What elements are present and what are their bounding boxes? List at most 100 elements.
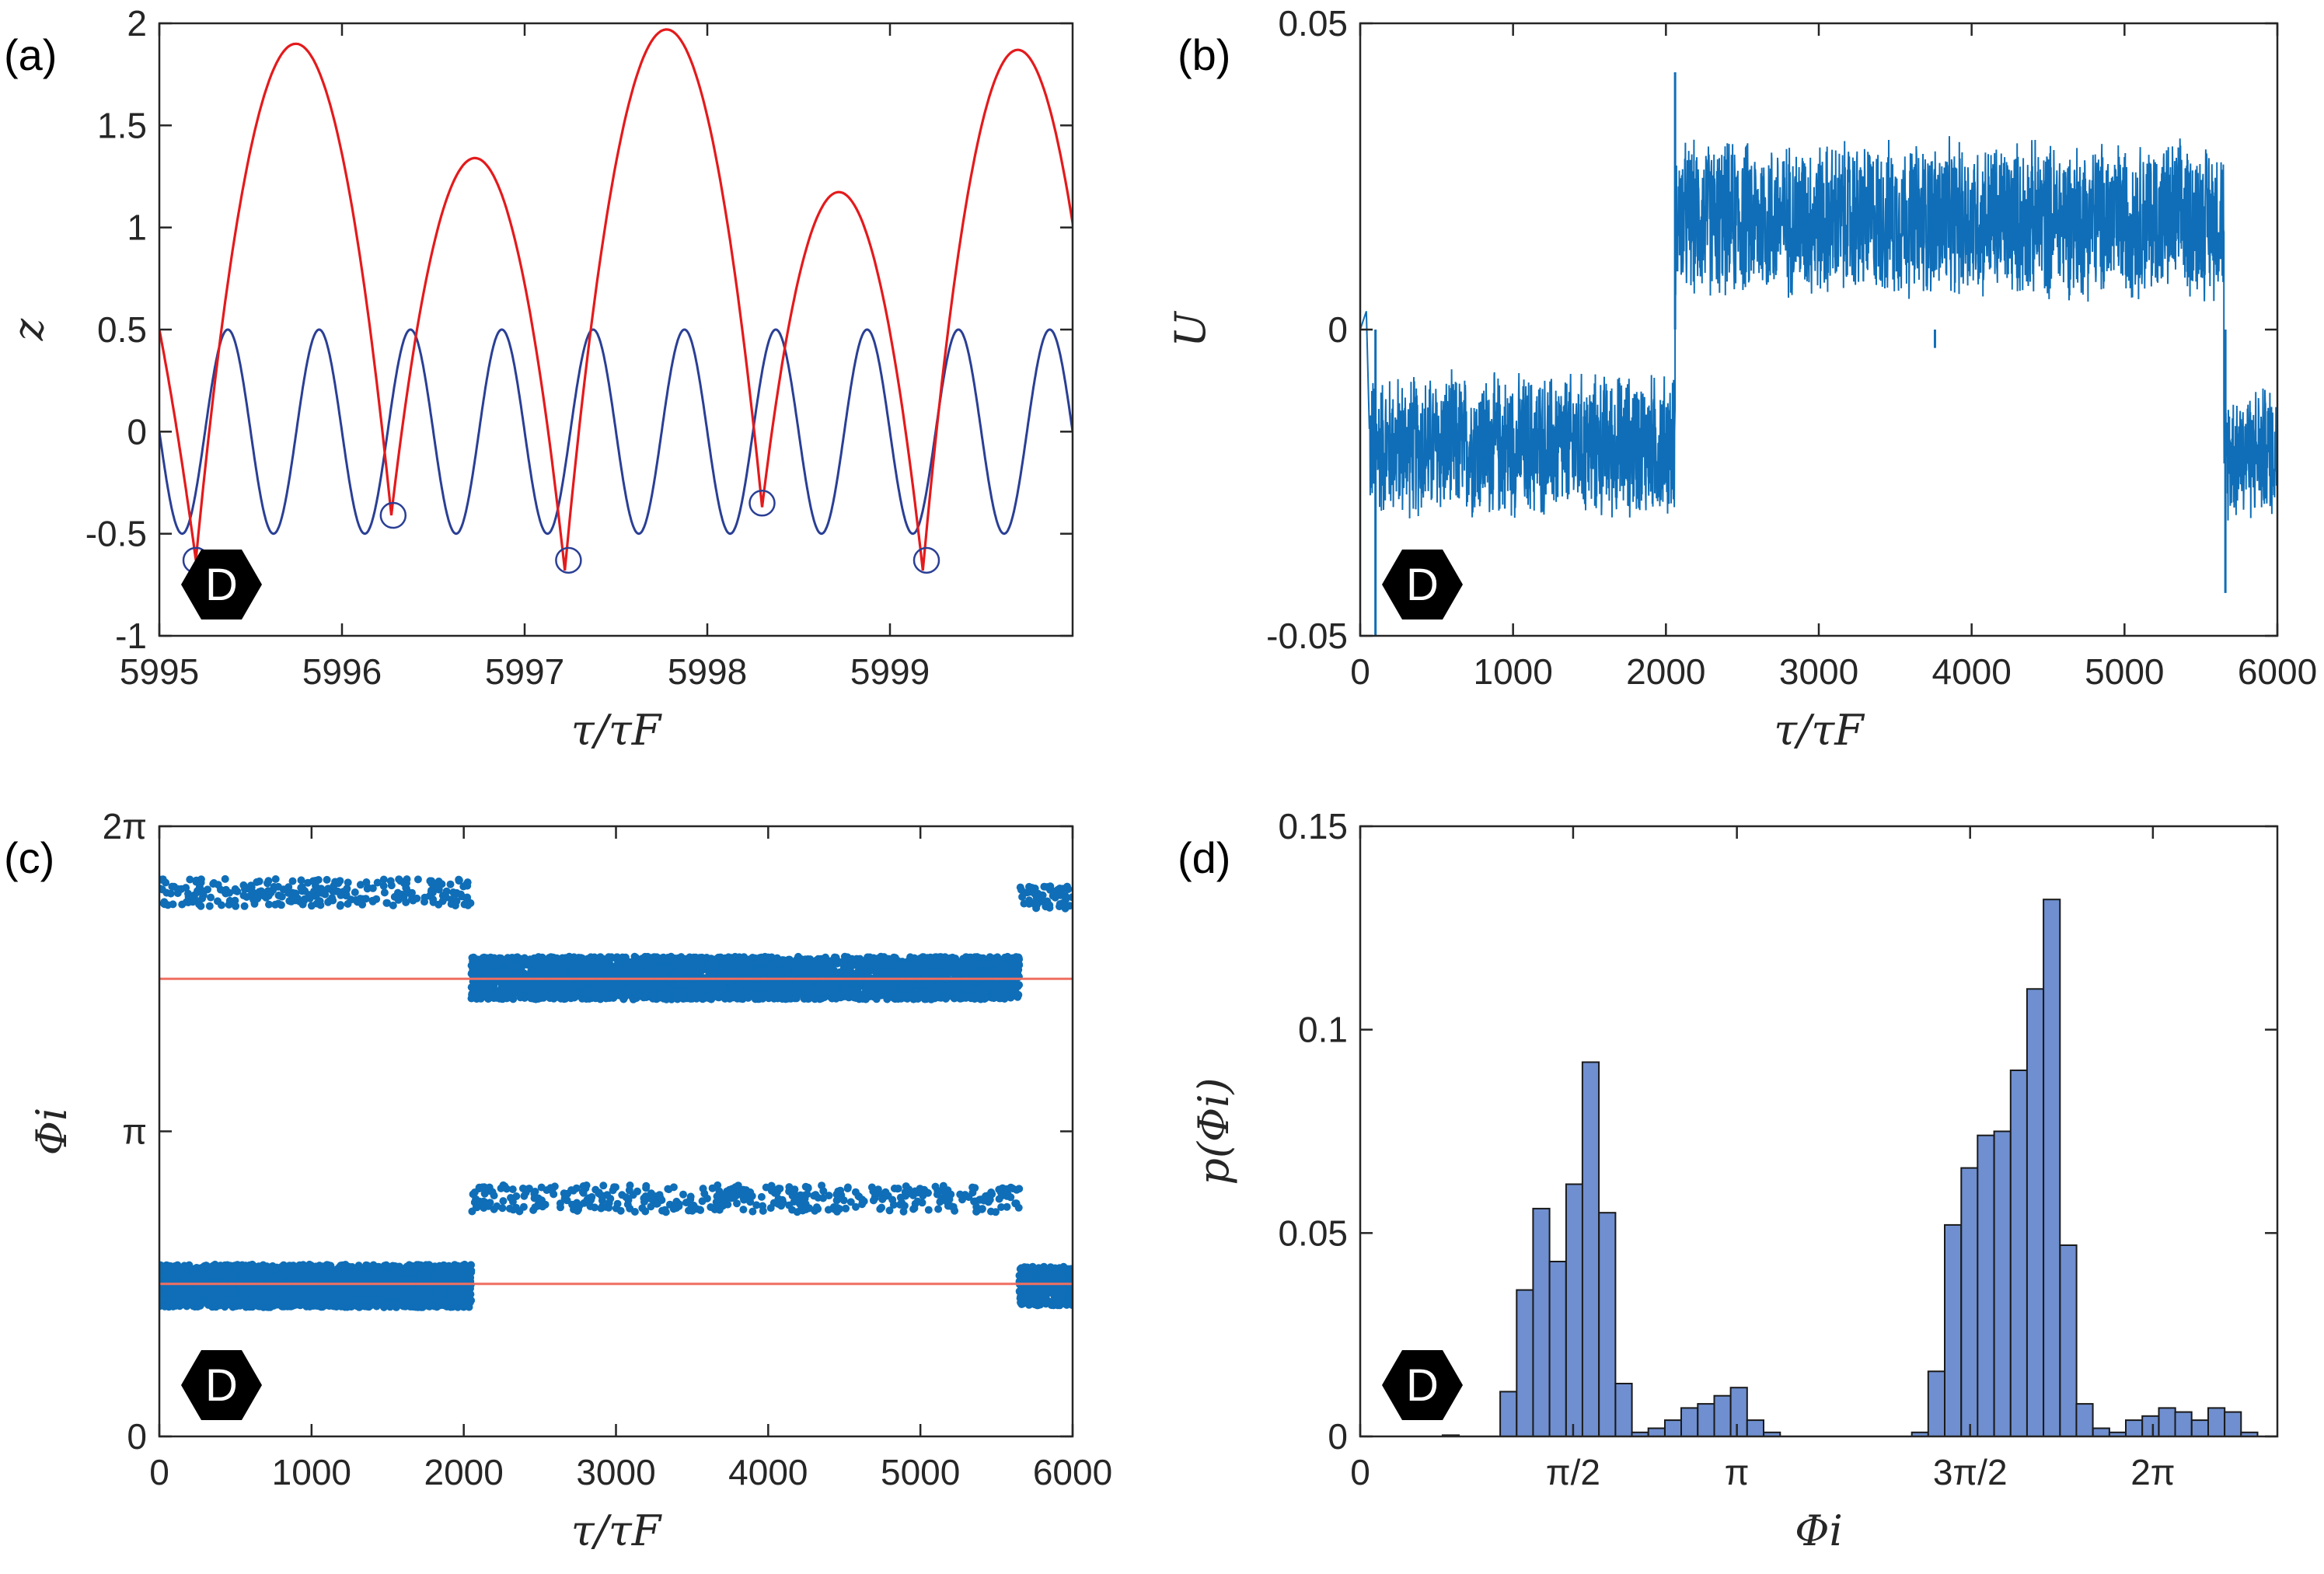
phase-point: [343, 1297, 351, 1305]
phase-point: [413, 894, 421, 902]
badge-label: D: [1406, 560, 1439, 610]
phase-point: [222, 1267, 230, 1276]
phase-point: [265, 1286, 273, 1295]
phase-point: [239, 1275, 248, 1283]
phase-point: [186, 875, 194, 884]
phase-point: [323, 1261, 331, 1269]
phase-point: [305, 894, 314, 902]
phase-point: [376, 1267, 385, 1276]
phase-point: [247, 1283, 256, 1292]
phase-point: [416, 1297, 424, 1305]
phase-point: [221, 874, 229, 883]
phase-point: [327, 1301, 336, 1310]
y-tick-label: 0.05: [1278, 3, 1348, 44]
plot-area: [159, 28, 1073, 574]
phase-points: [159, 874, 1073, 1311]
phase-point: [386, 877, 395, 885]
phase-point: [355, 1262, 364, 1271]
phase-point: [335, 1291, 344, 1300]
phase-point: [461, 1289, 469, 1297]
phase-point: [455, 1269, 463, 1277]
bath-series-line: [159, 328, 1073, 536]
phase-point: [379, 875, 388, 884]
phase-point: [427, 1298, 435, 1307]
phase-point: [391, 1294, 400, 1303]
phase-point: [420, 1263, 429, 1272]
badge: D: [1382, 550, 1463, 619]
phase-point: [215, 1271, 224, 1279]
phase-point: [373, 878, 382, 887]
phase-point: [172, 1287, 180, 1295]
phase-point: [236, 1300, 243, 1308]
phase-point: [305, 1265, 314, 1273]
phase-point: [199, 891, 208, 899]
phase-point: [229, 1303, 237, 1311]
x-tick-label: 3000: [1779, 651, 1858, 692]
phase-point: [181, 1297, 190, 1305]
phase-point: [316, 901, 325, 909]
phase-point: [338, 1272, 347, 1280]
phase-point: [461, 1300, 469, 1309]
phase-point: [322, 1269, 330, 1277]
phase-point: [437, 1285, 445, 1293]
phase-point: [452, 890, 459, 899]
impact-marker: [555, 546, 582, 574]
panel-b: 0 1000 2000 3000 4000 5000 6000-0.0500.05τ/τFU…: [1166, 3, 2317, 755]
phase-point: [367, 1273, 375, 1282]
x-tick-label: 6000: [2238, 651, 2317, 692]
phase-point: [159, 875, 166, 884]
phase-point: [273, 1276, 281, 1284]
phase-point: [396, 1265, 404, 1273]
phase-point: [194, 877, 202, 885]
plot-area: [159, 874, 1073, 1311]
x-axis-label: τ/τF: [571, 706, 663, 755]
phase-point: [159, 885, 166, 894]
panel-a: 5995 5996 5997 5998 5999-1-0.500.511.52τ/τFz…: [4, 3, 1074, 755]
phase-point: [458, 892, 466, 901]
phase-point: [312, 1262, 320, 1271]
phase-point: [221, 1297, 229, 1305]
phase-point: [336, 902, 344, 910]
phase-point: [180, 1267, 188, 1276]
phase-point: [440, 1263, 448, 1272]
phase-point: [240, 902, 249, 910]
x-tick-label: 0: [1350, 651, 1370, 692]
phase-point: [414, 875, 422, 884]
phase-point: [190, 1295, 199, 1304]
phase-point: [207, 893, 215, 902]
x-tick-label: 2000: [1626, 651, 1705, 692]
phase-point: [212, 1295, 221, 1303]
y-tick-label: 0: [127, 411, 147, 452]
phase-point: [446, 880, 455, 888]
phase-point: [225, 1262, 233, 1270]
phase-point: [396, 1300, 404, 1309]
badge-label: D: [205, 560, 238, 610]
badge: D: [181, 550, 262, 619]
phase-point: [244, 885, 253, 893]
phase-point: [416, 1272, 424, 1281]
phase-point: [351, 888, 359, 896]
phase-point: [170, 1263, 179, 1272]
y-tick-label: -1: [115, 616, 147, 656]
y-tick-label: 1: [127, 208, 147, 248]
phase-point: [362, 878, 371, 886]
phase-point: [255, 888, 263, 896]
phase-point: [429, 895, 438, 903]
phase-point: [402, 884, 410, 892]
phase-point: [455, 1300, 463, 1309]
impact-marker: [748, 490, 776, 517]
x-tick-label: 5995: [120, 651, 199, 692]
phase-point: [231, 1272, 239, 1281]
phase-point: [326, 1288, 335, 1297]
phase-point: [225, 1284, 234, 1292]
y-tick-label: 2: [127, 3, 147, 44]
phase-point: [400, 1290, 409, 1298]
phase-point: [265, 900, 273, 909]
phase-point: [274, 899, 283, 908]
phase-point: [277, 1263, 286, 1272]
phase-point: [281, 1294, 289, 1303]
phase-point: [384, 1276, 393, 1284]
axes-box: [158, 22, 1074, 637]
phase-point: [315, 886, 323, 895]
